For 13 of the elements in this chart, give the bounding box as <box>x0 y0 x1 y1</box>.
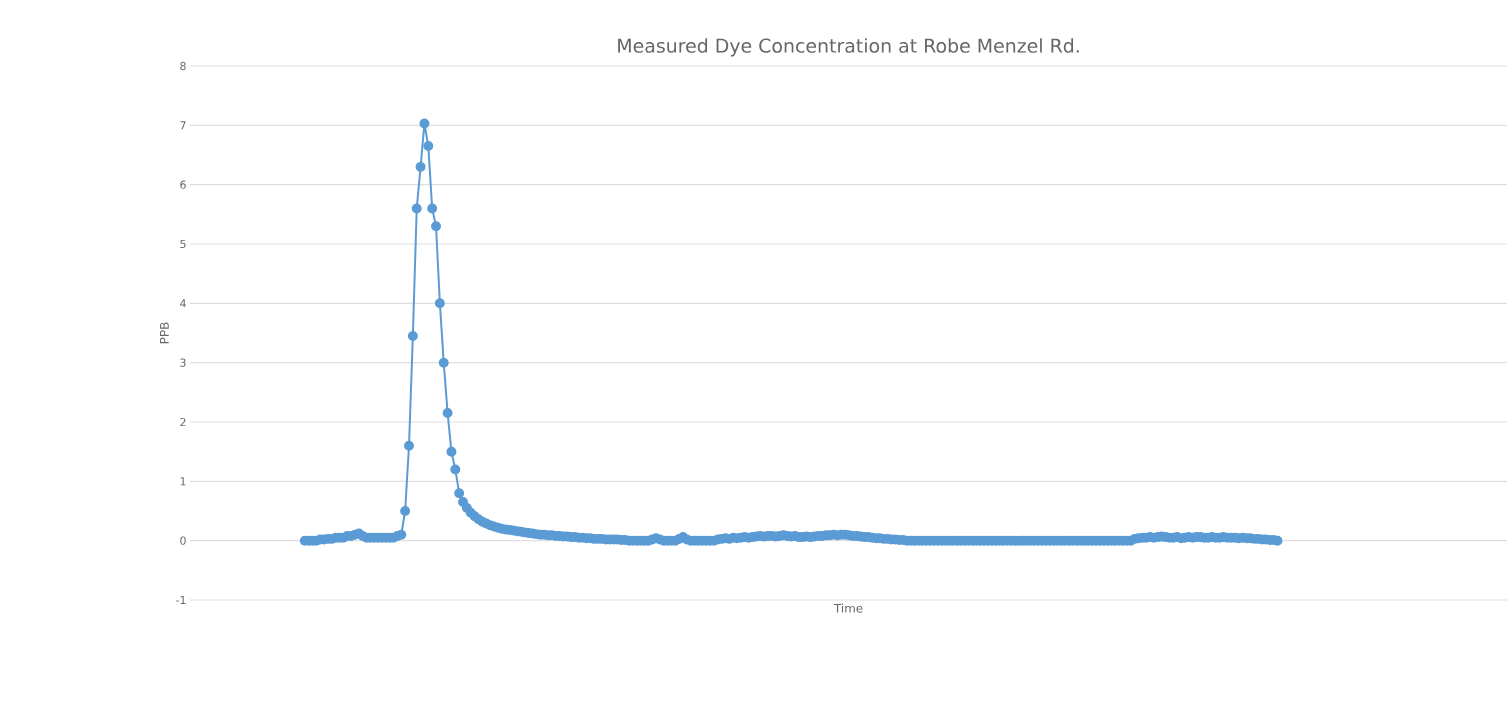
y-tick-label: 4 <box>180 299 186 308</box>
chart-title: Measured Dye Concentration at Robe Menzel Rd. <box>618 38 1079 57</box>
y-tick-label: 1 <box>180 477 186 486</box>
y-tick-label: 2 <box>180 417 186 427</box>
x-axis-title: Time <box>833 603 863 613</box>
y-tick-label: -1 <box>176 596 186 604</box>
y-tick-label: 6 <box>180 180 186 189</box>
y-tick-label: 3 <box>180 358 186 367</box>
y-axis-title: PPB <box>159 322 169 344</box>
y-tick-label: 7 <box>180 121 186 130</box>
y-tick-label: 0 <box>180 536 186 545</box>
y-tick-label: 5 <box>180 239 186 249</box>
y-tick-label: 8 <box>180 61 186 71</box>
